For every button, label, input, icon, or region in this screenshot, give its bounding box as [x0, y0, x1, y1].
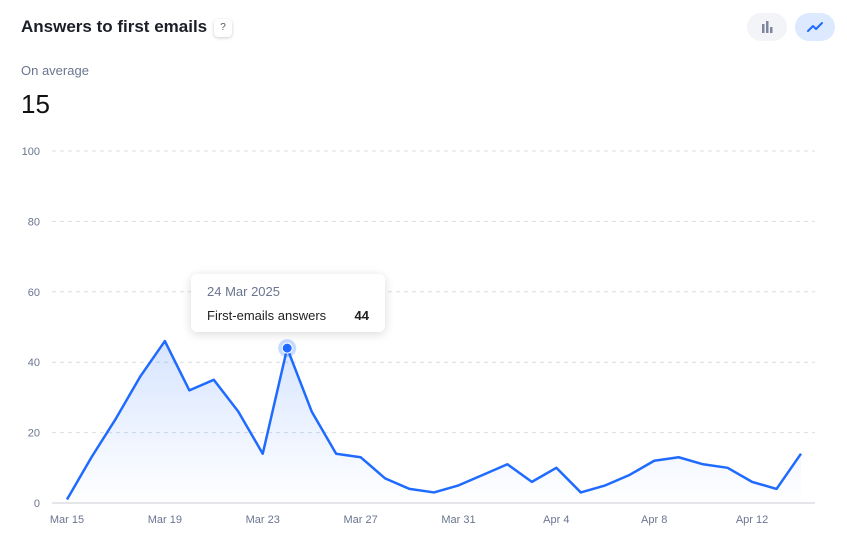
data-point [309, 408, 315, 414]
x-tick-label: Apr 8 [641, 514, 667, 526]
data-point [578, 489, 584, 495]
y-tick-label: 20 [28, 428, 40, 440]
chart-title: Answers to first emails [21, 17, 208, 36]
data-point [64, 496, 70, 502]
data-point [260, 451, 266, 457]
data-point [774, 486, 780, 492]
data-point [553, 465, 559, 471]
x-tick-label: Mar 31 [441, 514, 475, 526]
x-tick-label: Mar 23 [246, 514, 280, 526]
y-tick-label: 100 [22, 146, 40, 158]
data-point [529, 479, 535, 485]
data-point [407, 486, 413, 492]
x-tick-label: Apr 12 [736, 514, 768, 526]
data-point [137, 373, 143, 379]
y-tick-label: 60 [28, 287, 40, 299]
data-point [504, 461, 510, 467]
x-tick-label: Mar 19 [148, 514, 182, 526]
line-chart-toggle[interactable] [795, 13, 835, 41]
area-fill [67, 341, 801, 503]
bar-chart-toggle[interactable] [747, 13, 787, 41]
line-chart-icon [807, 22, 823, 32]
x-tick-label: Mar 15 [50, 514, 84, 526]
y-tick-label: 80 [28, 216, 40, 228]
highlight-point [281, 342, 293, 354]
data-point [358, 454, 364, 460]
data-point [235, 408, 241, 414]
tooltip: 24 Mar 2025 First-emails answers 44 [191, 274, 385, 332]
data-point [455, 482, 461, 488]
tooltip-date: 24 Mar 2025 [207, 284, 280, 299]
data-point [651, 458, 657, 464]
data-point [211, 377, 217, 383]
data-point [627, 472, 633, 478]
data-point [676, 454, 682, 460]
data-point [749, 479, 755, 485]
data-point [162, 338, 168, 344]
data-point [602, 482, 608, 488]
data-point [700, 461, 706, 467]
tooltip-value: 44 [354, 308, 369, 323]
data-point [480, 472, 486, 478]
data-point [333, 451, 339, 457]
tooltip-label: First-emails answers [207, 308, 327, 323]
help-button[interactable]: ? [214, 19, 232, 37]
y-tick-label: 0 [34, 498, 40, 510]
x-tick-label: Mar 27 [343, 514, 377, 526]
data-point [725, 465, 731, 471]
data-point [382, 475, 388, 481]
data-point [88, 454, 94, 460]
bar-chart-icon [762, 21, 773, 33]
x-tick-label: Apr 4 [543, 514, 569, 526]
series-line [65, 339, 803, 501]
data-point [431, 489, 437, 495]
data-point [798, 451, 804, 457]
data-point [186, 387, 192, 393]
average-value: 15 [21, 89, 50, 119]
average-label: On average [21, 63, 89, 78]
y-tick-label: 40 [28, 357, 40, 369]
data-point [113, 416, 119, 422]
